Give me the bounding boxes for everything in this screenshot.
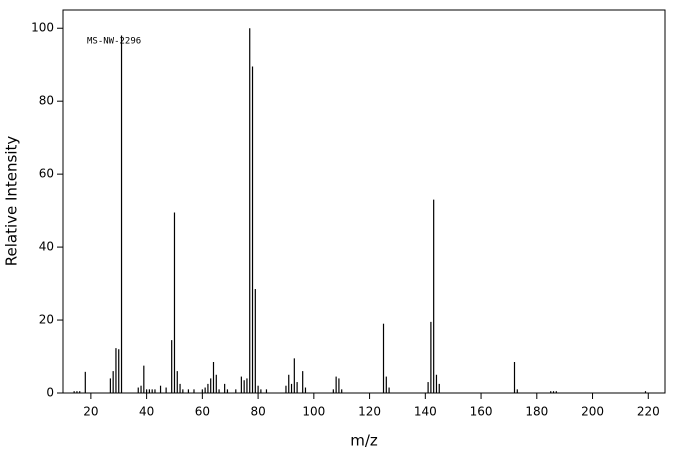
x-tick-label: 40 [139,405,154,419]
y-tick-label: 40 [39,240,54,254]
x-tick-label: 100 [302,405,325,419]
x-axis-label: m/z [350,432,378,450]
y-tick-label: 60 [39,167,54,181]
y-axis-label: Relative Intensity [3,136,21,267]
y-tick-label: 20 [39,313,54,327]
x-tick-label: 120 [358,405,381,419]
x-tick-label: 160 [470,405,493,419]
annotation: MS-NW-2296 [87,37,141,47]
x-tick-label: 140 [414,405,437,419]
x-tick-label: 200 [581,405,604,419]
x-tick-label: 220 [637,405,660,419]
x-tick-label: 60 [195,405,210,419]
x-tick-label: 80 [250,405,265,419]
x-tick-label: 20 [83,405,98,419]
y-tick-label: 0 [46,386,54,400]
y-tick-label: 80 [39,94,54,108]
x-tick-label: 180 [525,405,548,419]
plot-frame [62,9,666,394]
y-tick-label: 100 [31,21,54,35]
